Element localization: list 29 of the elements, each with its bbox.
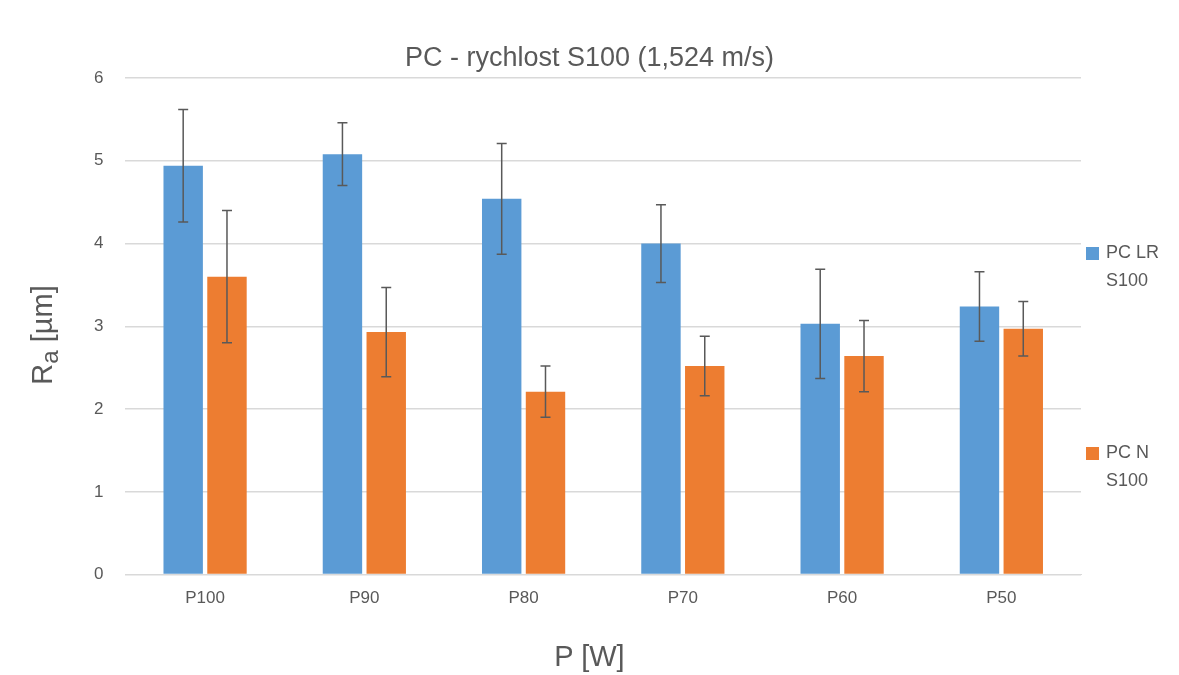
y-tick-label: 3 xyxy=(93,315,104,335)
x-axis-title: P [W] xyxy=(553,640,626,673)
x-tick-label: P80 xyxy=(508,588,539,608)
bar xyxy=(641,243,681,574)
legend-label: PC N S100 xyxy=(1106,441,1150,492)
bar xyxy=(207,276,247,574)
x-tick-label: P70 xyxy=(667,588,698,608)
bar xyxy=(525,391,566,574)
x-tick-label: P50 xyxy=(986,588,1017,608)
y-tick-label: 4 xyxy=(93,233,104,253)
y-tick-label: 1 xyxy=(93,481,104,501)
bar xyxy=(1003,328,1043,574)
y-tick-label: 6 xyxy=(93,67,104,87)
chart-title: PC - rychlost S100 (1,524 m/s) xyxy=(404,42,775,72)
bar xyxy=(481,198,522,574)
bar xyxy=(163,165,203,574)
y-tick-label: 5 xyxy=(93,150,104,170)
x-tick-label: P60 xyxy=(826,588,858,608)
bar xyxy=(844,356,884,574)
x-tick-label: P100 xyxy=(185,588,225,608)
y-tick-label: 2 xyxy=(93,398,104,418)
bar xyxy=(366,332,406,574)
legend-label: PC LR S100 xyxy=(1106,241,1160,292)
x-tick-label: P90 xyxy=(349,588,380,608)
bar xyxy=(959,306,1000,574)
bar xyxy=(322,154,363,574)
y-tick-label: 0 xyxy=(93,564,104,584)
bar xyxy=(685,366,725,574)
bar xyxy=(800,323,840,574)
